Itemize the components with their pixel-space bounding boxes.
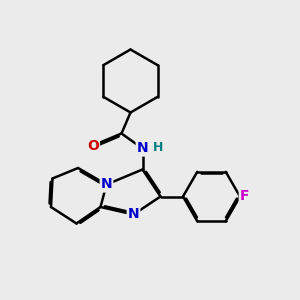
Text: H: H (153, 141, 163, 154)
Text: O: O (87, 139, 99, 152)
Text: F: F (240, 190, 249, 203)
Text: N: N (128, 208, 139, 221)
Text: N: N (137, 142, 148, 155)
Text: N: N (101, 178, 112, 191)
